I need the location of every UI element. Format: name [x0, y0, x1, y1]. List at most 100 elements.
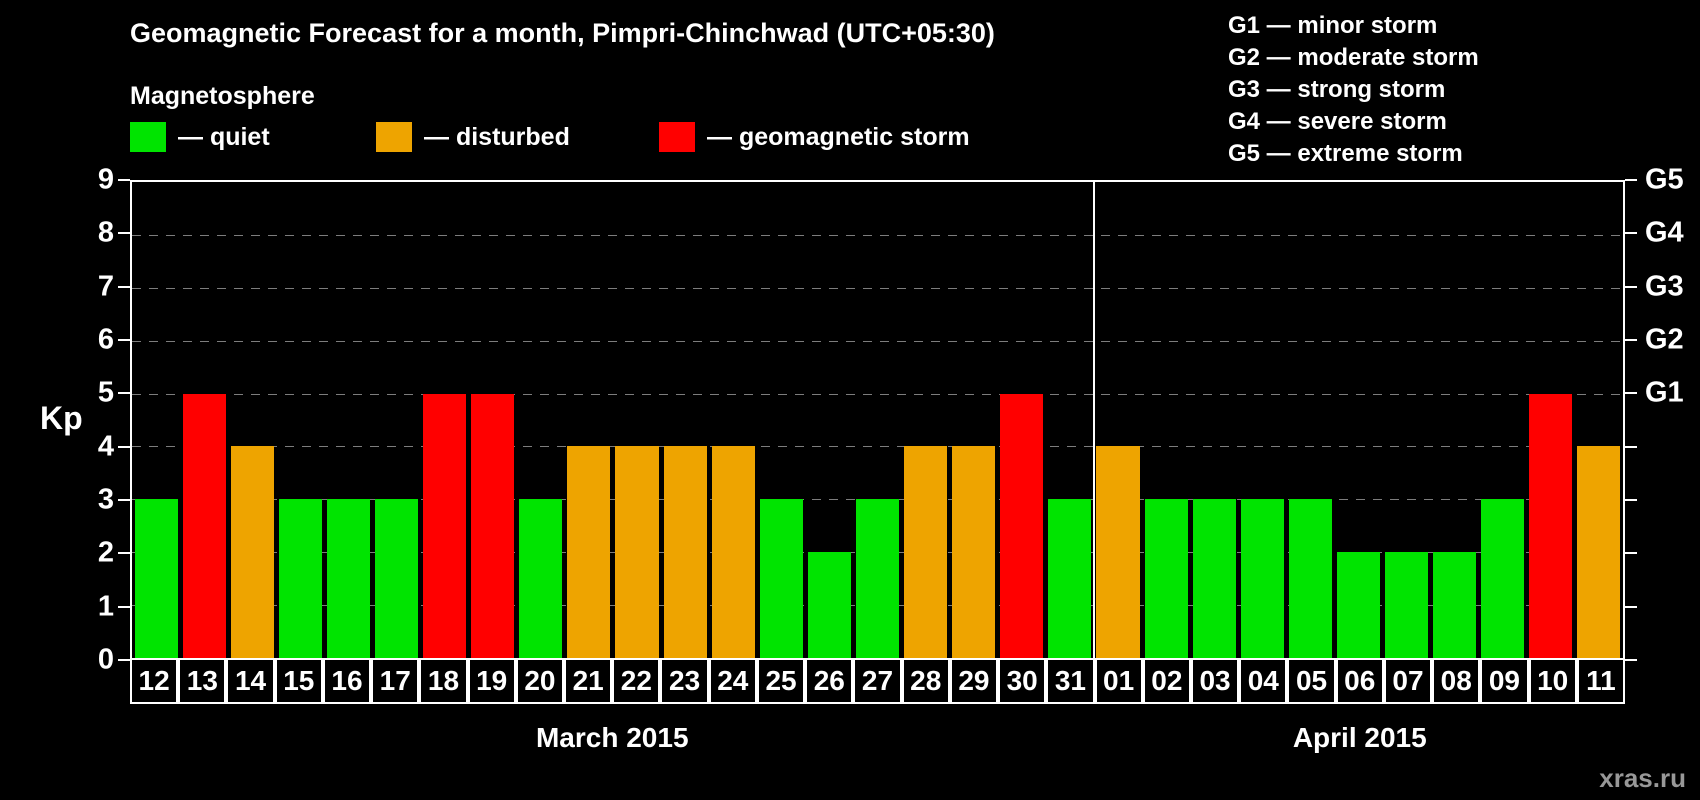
kp-bar	[567, 446, 611, 658]
kp-bar	[1336, 552, 1380, 658]
g-axis-label: G2	[1645, 323, 1684, 356]
legend-heading: Magnetosphere	[130, 82, 315, 110]
watermark: xras.ru	[1599, 763, 1686, 793]
day-label: 03	[1190, 658, 1240, 704]
y-tick-label: 7	[97, 270, 114, 303]
kp-bar	[471, 393, 515, 658]
day-label: 10	[1528, 658, 1577, 704]
day-label: 09	[1480, 658, 1529, 704]
y-tick-label: 6	[97, 323, 114, 356]
axis-tick-right	[1625, 659, 1637, 661]
axis-tick-left	[118, 605, 130, 608]
gridline	[132, 446, 1623, 448]
day-label: 20	[515, 658, 565, 704]
axis-tick-left	[118, 659, 130, 661]
g-legend-line-g3: G3 — strong storm	[1228, 76, 1446, 103]
axis-tick-left	[118, 392, 130, 395]
day-label: 29	[949, 658, 999, 704]
kp-bar	[1433, 552, 1477, 658]
kp-bar	[1240, 499, 1284, 658]
kp-bar	[519, 499, 563, 658]
legend-item-quiet: — quiet	[130, 122, 270, 152]
y-tick-label: 9	[97, 163, 114, 196]
g-legend-line-g2: G2 — moderate storm	[1228, 44, 1479, 71]
g-axis-label: G4	[1645, 216, 1684, 249]
axis-tick-right	[1625, 445, 1637, 448]
gridline	[132, 393, 1623, 395]
legend-item-label: — disturbed	[424, 122, 570, 151]
plot-area	[130, 180, 1625, 660]
gridline	[132, 234, 1623, 236]
storm-color-swatch-icon	[659, 122, 695, 152]
kp-bar	[952, 446, 996, 658]
kp-bar	[807, 552, 851, 658]
y-tick-label: 5	[97, 376, 114, 409]
legend-item-label: — quiet	[178, 122, 270, 151]
day-label: 02	[1142, 658, 1191, 704]
day-label: 07	[1383, 658, 1433, 704]
kp-bar	[615, 446, 659, 658]
day-label: 21	[564, 658, 613, 704]
axis-tick-left	[118, 445, 130, 448]
kp-bar	[663, 446, 707, 658]
day-label: 04	[1239, 658, 1288, 704]
day-label: 24	[708, 658, 757, 704]
kp-bar	[855, 499, 900, 658]
g-axis-label: G5	[1645, 163, 1684, 196]
axis-tick-right	[1625, 499, 1637, 501]
kp-bar	[1144, 499, 1188, 658]
legend-item-label: — geomagnetic storm	[707, 122, 970, 151]
day-label: 13	[178, 658, 227, 704]
g-axis-label: G3	[1645, 270, 1684, 303]
disturbed-color-swatch-icon	[376, 122, 412, 152]
day-label: 08	[1432, 658, 1481, 704]
kp-bar	[423, 393, 467, 658]
axis-tick-left	[118, 339, 130, 341]
kp-bar	[1529, 393, 1573, 658]
g-legend-line-g5: G5 — extreme storm	[1228, 140, 1463, 167]
axis-tick-left	[118, 499, 130, 501]
legend-item-storm: — geomagnetic storm	[659, 122, 970, 152]
day-label: 27	[853, 658, 902, 704]
day-label: 28	[901, 658, 950, 704]
kp-bar	[1481, 499, 1525, 658]
kp-bar	[1096, 446, 1140, 658]
kp-bar	[904, 446, 948, 658]
quiet-color-swatch-icon	[130, 122, 166, 152]
axis-tick-left	[118, 552, 130, 555]
kp-bar	[182, 393, 226, 658]
y-tick-label: 1	[97, 590, 114, 623]
legend-item-disturbed: — disturbed	[376, 122, 570, 152]
kp-bar	[1048, 499, 1092, 658]
month-separator-line	[1092, 182, 1095, 658]
y-tick-label: 8	[97, 216, 114, 249]
axis-tick-left	[118, 232, 130, 235]
day-label: 30	[998, 658, 1047, 704]
kp-bar	[326, 499, 370, 658]
day-label: 18	[419, 658, 468, 704]
g-axis-label: G1	[1645, 376, 1684, 409]
kp-bar	[1000, 393, 1044, 658]
day-label: 12	[130, 658, 179, 704]
kp-axis-label: Kp	[40, 400, 83, 436]
kp-bar	[711, 446, 755, 658]
y-tick-label: 3	[97, 483, 114, 516]
axis-tick-right	[1625, 339, 1637, 341]
kp-bar	[278, 499, 322, 658]
axis-tick-right	[1625, 605, 1637, 608]
day-label: 05	[1287, 658, 1336, 704]
y-tick-label: 4	[97, 430, 114, 463]
axis-tick-right	[1625, 232, 1637, 235]
day-label: 15	[274, 658, 323, 704]
day-label: 23	[660, 658, 709, 704]
day-label: 11	[1576, 658, 1625, 704]
day-label: 22	[612, 658, 661, 704]
day-label: 17	[371, 658, 420, 704]
day-label: 14	[226, 658, 275, 704]
chart-title: Geomagnetic Forecast for a month, Pimpri…	[130, 18, 995, 48]
day-label: 31	[1046, 658, 1095, 704]
month-label: April 2015	[1292, 722, 1427, 753]
kp-bar	[1192, 499, 1236, 658]
kp-bar	[1288, 499, 1332, 658]
